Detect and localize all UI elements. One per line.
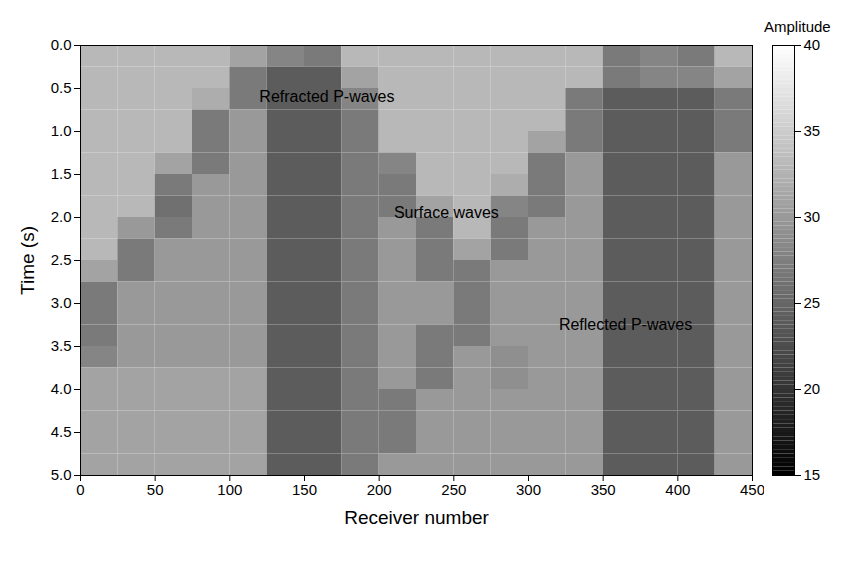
svg-text:Refracted P-waves: Refracted P-waves	[259, 88, 394, 105]
svg-text:0.0: 0.0	[51, 36, 72, 53]
svg-text:2.5: 2.5	[51, 251, 72, 268]
svg-text:Surface waves: Surface waves	[394, 204, 499, 221]
svg-text:3.0: 3.0	[51, 294, 72, 311]
svg-text:450: 450	[740, 481, 764, 498]
svg-text:4.5: 4.5	[51, 423, 72, 440]
svg-text:1.5: 1.5	[51, 165, 72, 182]
svg-text:4.0: 4.0	[51, 380, 72, 397]
svg-text:300: 300	[516, 481, 541, 498]
svg-text:1.0: 1.0	[51, 122, 72, 139]
svg-text:350: 350	[591, 481, 616, 498]
svg-text:35: 35	[804, 122, 821, 139]
svg-text:2.0: 2.0	[51, 208, 72, 225]
svg-text:100: 100	[217, 481, 242, 498]
svg-text:15: 15	[804, 466, 821, 483]
svg-text:25: 25	[804, 294, 821, 311]
svg-text:3.5: 3.5	[51, 337, 72, 354]
svg-text:150: 150	[292, 481, 317, 498]
svg-text:Receiver number: Receiver number	[344, 507, 489, 528]
svg-text:250: 250	[441, 481, 466, 498]
svg-text:Reflected P-waves: Reflected P-waves	[559, 316, 692, 333]
svg-text:50: 50	[147, 481, 164, 498]
svg-text:0: 0	[76, 481, 84, 498]
svg-text:200: 200	[367, 481, 392, 498]
html-text:Amplitude: Amplitude	[764, 18, 831, 35]
svg-text:30: 30	[804, 208, 821, 225]
svg-text:40: 40	[804, 36, 821, 53]
svg-text:5.0: 5.0	[51, 466, 72, 483]
svg-text:20: 20	[804, 380, 821, 397]
svg-text:0.5: 0.5	[51, 79, 72, 96]
svg-text:400: 400	[665, 481, 690, 498]
svg-text:Time (s): Time (s)	[17, 226, 38, 295]
